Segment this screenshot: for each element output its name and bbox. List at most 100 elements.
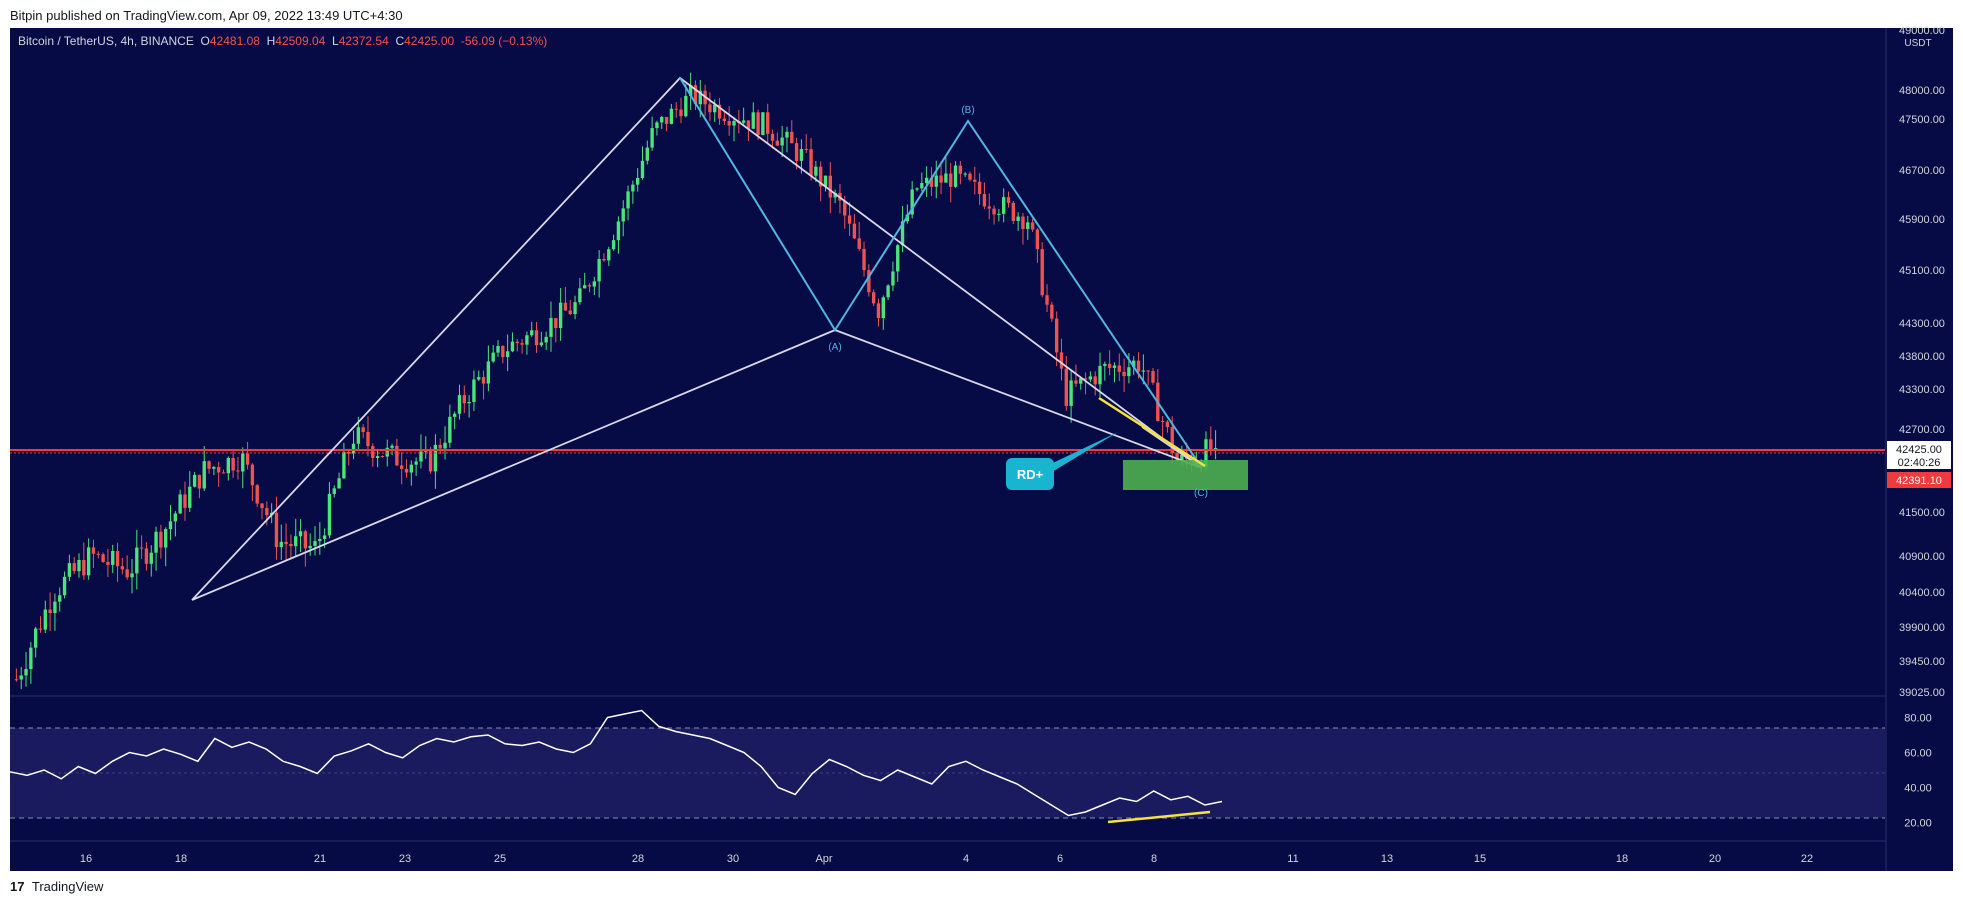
candle-body [400, 465, 404, 469]
candle-body [934, 175, 938, 187]
rd-badge[interactable] [1006, 458, 1054, 490]
candle-body [534, 330, 539, 346]
time-axis[interactable]: 16 18 21 23 25 28 30 Apr 4 6 8 11 13 15 18 20 22 [80, 853, 1813, 865]
legend-symbol: Bitcoin / TetherUS, 4h, BINANCE [18, 34, 194, 48]
time-tick-label: 4 [963, 853, 969, 865]
price-tick-label: 48000.00 [1899, 85, 1945, 97]
candle-body [457, 395, 462, 414]
candle-body [977, 181, 982, 195]
candle-body [1059, 352, 1064, 369]
candle-body [231, 458, 235, 471]
candle-body [1069, 380, 1073, 406]
candle-body [655, 122, 659, 129]
price-tick-label: 40900.00 [1899, 551, 1945, 563]
abc-wave[interactable] [679, 77, 1203, 469]
time-tick-label: 13 [1381, 853, 1393, 865]
candle-body [308, 545, 312, 549]
time-tick-label: 6 [1057, 853, 1063, 865]
time-tick-label: 22 [1801, 853, 1813, 865]
time-tick-label: 30 [727, 853, 739, 865]
candle-body [568, 310, 572, 315]
price-tick-label: 47500.00 [1899, 114, 1945, 126]
candle-body [775, 140, 780, 146]
candle-body [139, 547, 144, 549]
candle-body [525, 335, 529, 345]
candle-body [38, 628, 43, 630]
candle-body [67, 563, 72, 577]
time-tick-label: 8 [1151, 853, 1157, 865]
candle-body [891, 271, 895, 286]
candle-body [992, 208, 996, 215]
candle-body [881, 297, 885, 319]
candles-layer [14, 72, 1218, 690]
candle-body [1122, 371, 1126, 377]
candle-body [544, 336, 548, 343]
candle-body [106, 561, 110, 565]
price-axis[interactable]: 49000.00 48000.00 47500.00 46700.00 45900.00… [1899, 25, 1945, 699]
candle-body [1127, 367, 1131, 377]
price-tick-label: 43300.00 [1899, 384, 1945, 396]
candle-body [862, 248, 866, 271]
candle-body [510, 341, 515, 352]
candle-body [298, 531, 303, 537]
current-price-tag [1887, 441, 1951, 469]
price-divergence-line[interactable] [1098, 396, 1206, 468]
triangle-pattern[interactable] [191, 76, 1203, 601]
candle-body [168, 521, 173, 530]
candle-body [327, 493, 332, 536]
candle-body [149, 552, 153, 564]
candle-body [96, 553, 100, 555]
candle-body [1006, 197, 1011, 203]
candle-body [135, 547, 139, 574]
candle-body [496, 346, 500, 353]
candle-body [766, 112, 770, 134]
target-zone[interactable] [1123, 460, 1248, 490]
price-tick-label: 43800.00 [1899, 351, 1945, 363]
candle-body [1146, 370, 1150, 372]
candle-body [86, 547, 91, 576]
candle-body [684, 95, 688, 117]
candle-body [351, 443, 356, 454]
candle-body [583, 285, 587, 289]
candle-body [289, 543, 293, 547]
candle-body [1180, 454, 1184, 462]
legend-open: 42481.08 [209, 34, 260, 48]
rsi-line [9, 709, 1223, 817]
candle-body [14, 679, 19, 681]
candle-body [558, 302, 563, 328]
publish-header: Bitpin published on TradingView.com, Apr… [0, 0, 1963, 28]
candle-body [58, 595, 62, 602]
candle-body [419, 451, 423, 462]
candle-body [433, 444, 438, 472]
price-tick-label: 39025.00 [1899, 687, 1945, 699]
candle-body [1040, 249, 1044, 296]
candle-body [1107, 363, 1112, 368]
candle-body [245, 453, 250, 465]
rsi-axis: 80.00 60.00 40.00 20.00 [1904, 713, 1932, 830]
candle-body [322, 535, 327, 540]
price-tick-label: 41500.00 [1899, 507, 1945, 519]
candle-body [101, 554, 105, 562]
time-tick-label: 18 [1616, 853, 1628, 865]
rsi-tick-label: 20.00 [1904, 818, 1932, 830]
candle-body [852, 223, 857, 239]
candle-body [183, 494, 187, 508]
candle-body [578, 288, 582, 303]
candle-body [260, 503, 264, 509]
rsi-divergence-line[interactable] [1107, 810, 1211, 824]
candle-body [1026, 222, 1030, 229]
candle-body [216, 467, 221, 473]
candle-body [621, 208, 625, 222]
candle-body [1054, 318, 1059, 353]
price-tick-label: 39450.00 [1899, 656, 1945, 668]
candle-body [192, 474, 197, 487]
price-tick-label: 40400.00 [1899, 587, 1945, 599]
time-tick-label: 15 [1474, 853, 1486, 865]
candle-body [505, 351, 510, 358]
candle-body [332, 488, 336, 494]
candle-body [472, 379, 476, 402]
candle-body [1170, 426, 1174, 454]
candle-body [722, 118, 727, 121]
rsi-tick-label: 80.00 [1904, 713, 1932, 725]
